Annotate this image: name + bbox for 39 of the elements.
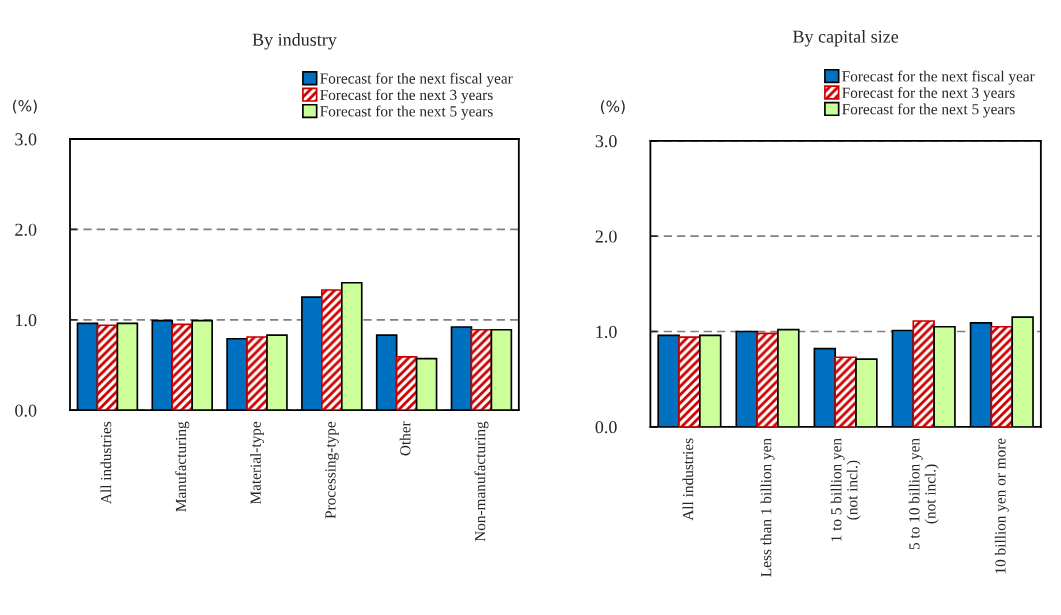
- bar: [395, 356, 418, 411]
- x-tick-label: 5 to 10 billion yen (not incl.): [908, 438, 939, 550]
- legend-label: Forecast for the next 3 years: [842, 87, 1015, 102]
- legend-label: Forecast for the next fiscal year: [320, 72, 513, 87]
- legend-label: Forecast for the next 3 years: [320, 89, 493, 104]
- x-tick-label: Processing-type: [325, 421, 339, 519]
- bar: [678, 336, 701, 427]
- legend-label: Forecast for the next 5 years: [842, 103, 1015, 118]
- bar: [834, 356, 857, 427]
- x-tick-label: Non-manufacturing: [474, 421, 489, 542]
- y-tick-label: 0.0: [595, 421, 617, 434]
- y-tick-label: 3.0: [595, 135, 617, 148]
- x-tick-label: Material-type: [250, 421, 264, 505]
- bar: [756, 332, 779, 427]
- x-tick-label: Other: [399, 421, 411, 456]
- x-tick-label: All industries: [100, 421, 112, 504]
- x-tick-label: All industries: [682, 438, 694, 521]
- bar: [96, 324, 119, 411]
- y-tick-label: 0.0: [15, 404, 37, 417]
- y-axis-title: (%): [12, 99, 37, 114]
- y-tick-label: 2.0: [595, 230, 617, 243]
- x-tick-label: Less than 1 billion yen: [760, 438, 775, 577]
- y-tick-label: 3.0: [15, 133, 37, 146]
- x-tick-label: 1 to 5 billion yen (not incl.): [830, 438, 861, 541]
- bar: [470, 328, 493, 411]
- bar: [171, 323, 194, 411]
- bar: [912, 320, 935, 427]
- chart-title: By capital size: [792, 30, 899, 47]
- y-axis-title: (%): [600, 100, 625, 114]
- y-tick-label: 1.0: [596, 325, 617, 339]
- legend-label: Forecast for the next 5 years: [320, 105, 493, 120]
- bar: [321, 289, 343, 411]
- x-tick-label: Manufacturing: [175, 421, 190, 512]
- y-tick-label: 1.0: [16, 314, 37, 327]
- x-tick-label: 10 billion yen or more: [994, 438, 1009, 574]
- y-tick-label: 2.0: [15, 223, 37, 236]
- bar: [246, 336, 268, 411]
- chart-title: By industry: [252, 33, 337, 50]
- legend-label: Forecast for the next fiscal year: [842, 70, 1035, 85]
